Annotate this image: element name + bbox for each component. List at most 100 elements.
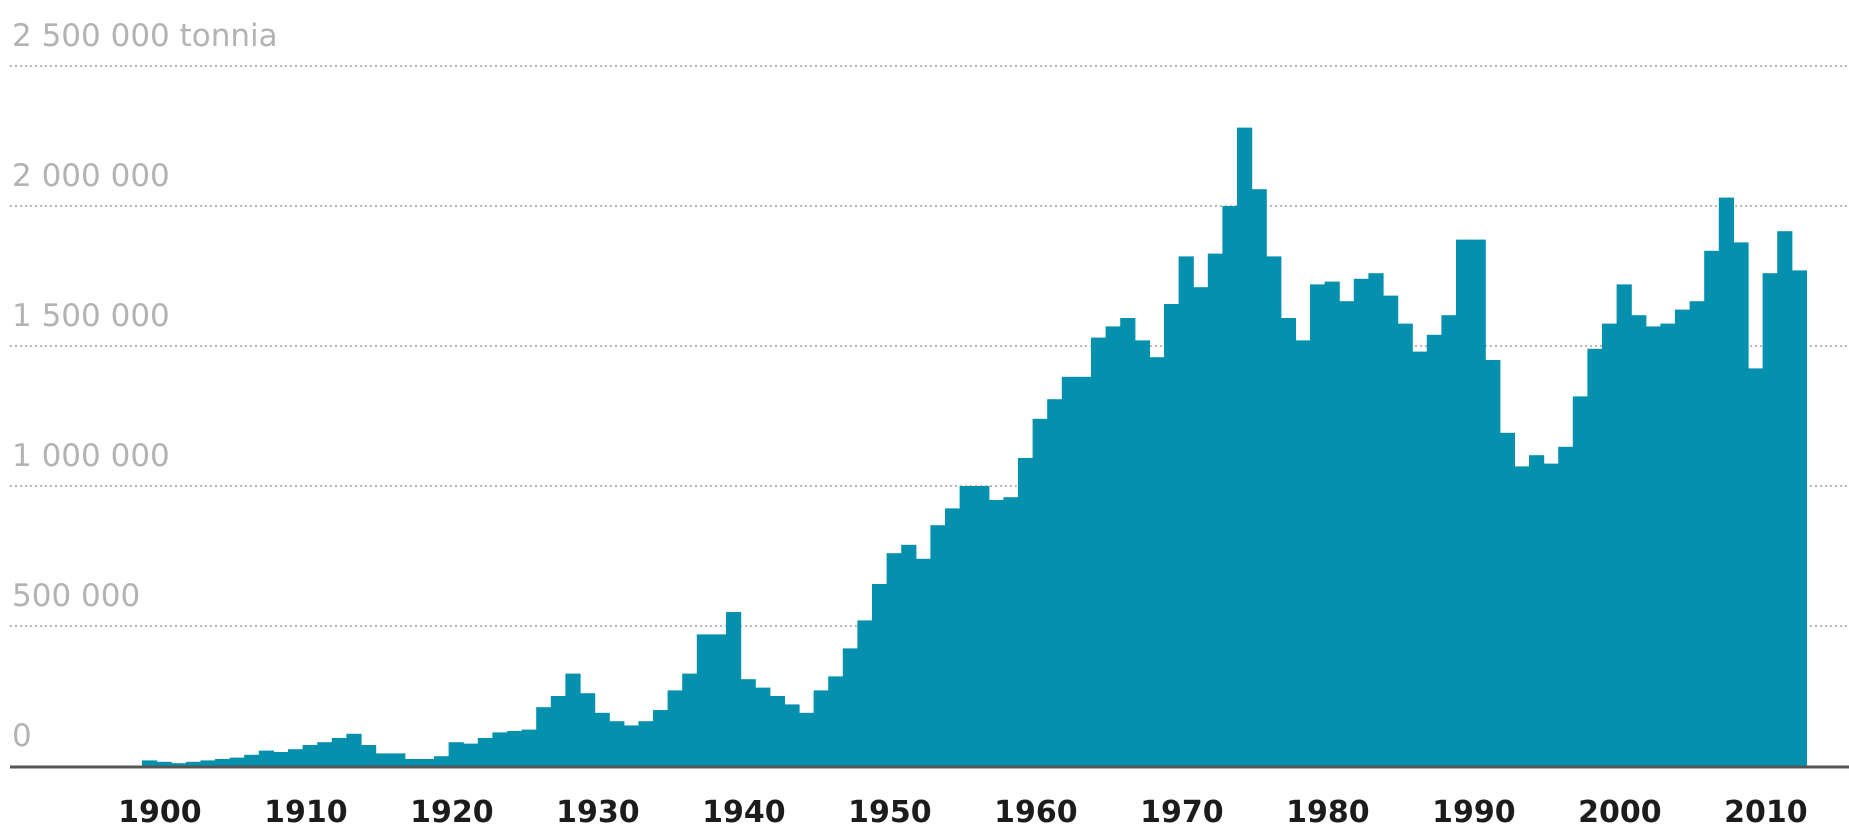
bar — [550, 696, 566, 766]
bar — [1456, 239, 1472, 767]
bar — [799, 712, 815, 766]
bar — [1631, 315, 1647, 766]
bar — [448, 742, 464, 766]
x-tick-label: 1970 — [1140, 795, 1224, 827]
bar — [1383, 295, 1399, 766]
bar — [1310, 284, 1326, 766]
bar — [594, 712, 610, 766]
bar — [273, 752, 289, 766]
y-tick-label: 500 000 — [12, 578, 140, 614]
bar — [1485, 360, 1501, 766]
bar — [361, 745, 377, 766]
bar — [1718, 197, 1734, 767]
y-axis-tick-labels: 0 500 000 1 000 000 1 500 000 2 000 000 2 500… — [12, 18, 278, 754]
x-tick-label: 1960 — [994, 795, 1078, 827]
x-tick-label: 1980 — [1286, 795, 1370, 827]
bar — [1164, 304, 1180, 766]
bar — [638, 721, 654, 766]
bar — [653, 710, 669, 766]
bar — [1616, 284, 1632, 766]
bar — [784, 704, 800, 766]
bar — [390, 753, 406, 766]
x-tick-label: 1990 — [1432, 795, 1516, 827]
bar — [463, 743, 479, 766]
bar — [623, 725, 639, 766]
bar — [901, 544, 917, 766]
bar — [769, 696, 785, 766]
bar — [886, 553, 902, 766]
bar — [1353, 278, 1369, 766]
bar — [1397, 323, 1413, 766]
bar — [1018, 458, 1034, 766]
bar — [1645, 326, 1661, 766]
bar — [755, 687, 771, 766]
bar — [1441, 315, 1457, 766]
bar — [156, 761, 172, 766]
bar — [492, 732, 508, 766]
bar — [258, 750, 274, 766]
bar — [302, 745, 318, 766]
bar — [317, 742, 333, 766]
bar — [711, 634, 727, 766]
bar — [740, 679, 756, 766]
bar — [1704, 250, 1720, 767]
bar — [1251, 189, 1267, 766]
bar — [667, 690, 683, 766]
bar — [828, 676, 844, 766]
bar — [215, 759, 231, 766]
bar — [507, 731, 523, 766]
bar — [1777, 231, 1793, 766]
bar — [1748, 368, 1764, 766]
bar — [1280, 318, 1296, 766]
bar — [1266, 256, 1282, 766]
y-tick-label: 1 500 000 — [12, 298, 170, 334]
y-tick-label: 0 — [12, 718, 32, 754]
bar — [1047, 399, 1063, 766]
x-tick-label: 1900 — [118, 795, 202, 827]
bar — [244, 754, 260, 766]
bar — [1295, 340, 1311, 766]
bar — [1134, 340, 1150, 766]
bar — [1091, 337, 1107, 766]
bar — [1207, 253, 1223, 767]
bar — [404, 759, 420, 766]
bar — [1558, 446, 1574, 766]
bar — [200, 760, 216, 766]
bar — [1675, 309, 1691, 766]
bar — [945, 508, 961, 766]
bar — [142, 760, 158, 766]
bar — [974, 486, 990, 766]
bar — [1412, 351, 1428, 766]
bar — [580, 693, 596, 766]
bar — [1733, 242, 1749, 766]
y-tick-label: 2 000 000 — [12, 158, 170, 194]
bar — [1543, 463, 1559, 766]
bar — [331, 738, 347, 766]
bar — [477, 738, 493, 766]
gridlines — [10, 65, 1849, 627]
bar — [1426, 334, 1442, 766]
bar — [434, 756, 450, 766]
bar — [1178, 256, 1194, 766]
bar — [1689, 301, 1705, 766]
bar — [1791, 270, 1807, 766]
bar — [1105, 326, 1121, 766]
bar — [565, 673, 581, 766]
bar — [915, 558, 931, 766]
x-tick-label: 1950 — [848, 795, 932, 827]
bar — [1003, 497, 1019, 766]
bar — [813, 690, 829, 766]
bar — [1572, 396, 1588, 766]
bar — [1499, 432, 1515, 766]
bar — [1076, 376, 1092, 766]
bar — [171, 763, 187, 766]
bar — [696, 634, 712, 766]
bar — [726, 612, 742, 766]
x-tick-label: 1920 — [410, 795, 494, 827]
bar — [346, 733, 362, 766]
bar — [988, 500, 1004, 766]
y-tick-label: 1 000 000 — [12, 438, 170, 474]
bar — [229, 757, 245, 766]
bar — [1032, 418, 1048, 766]
